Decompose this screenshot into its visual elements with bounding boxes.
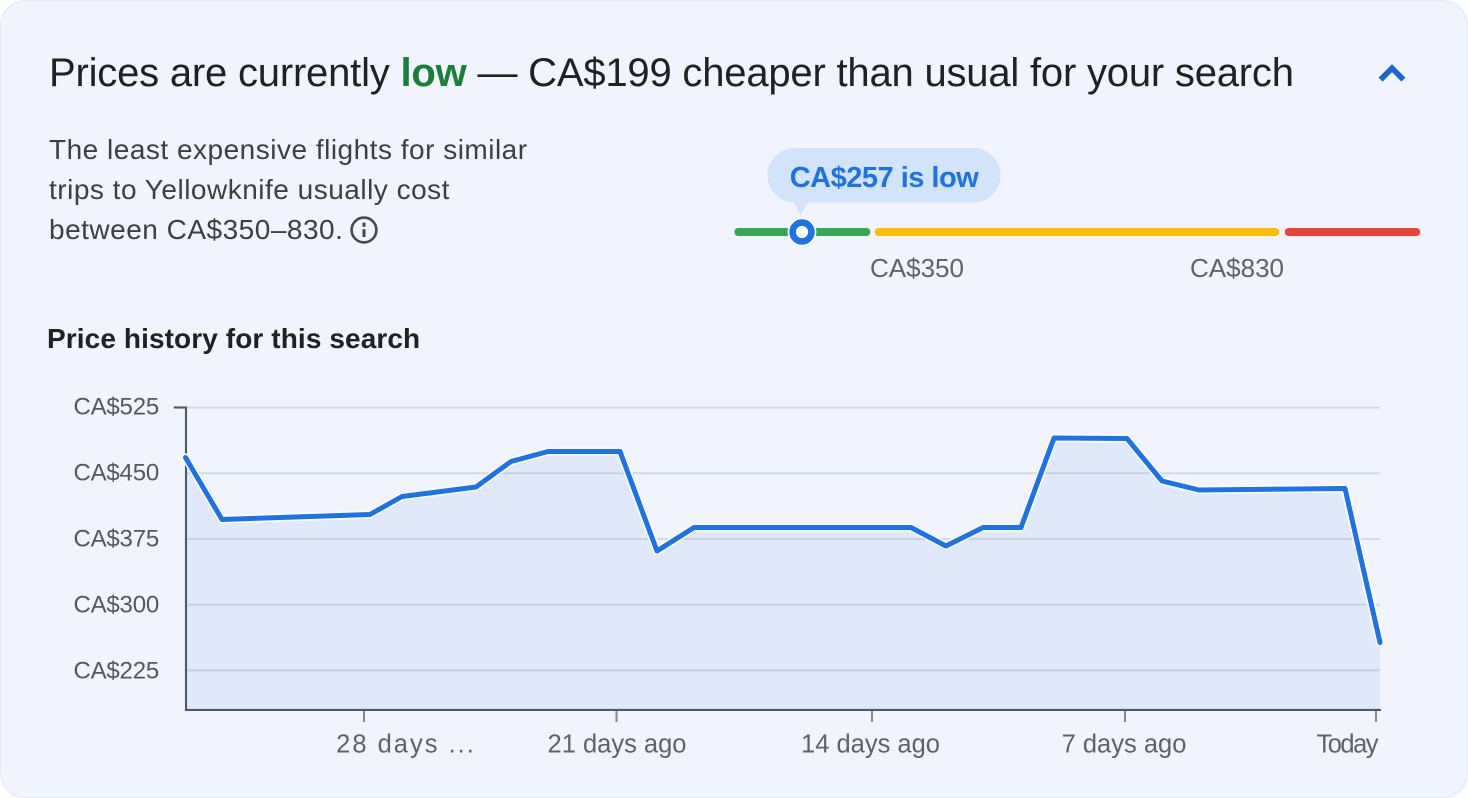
svg-text:7 days ago: 7 days ago (1062, 731, 1187, 759)
svg-text:CA$830: CA$830 (1190, 253, 1284, 283)
svg-text:CA$225: CA$225 (73, 658, 159, 685)
svg-text:CA$375: CA$375 (73, 526, 159, 553)
svg-text:CA$525: CA$525 (73, 394, 159, 421)
svg-text:CA$257 is low: CA$257 is low (790, 162, 979, 194)
svg-text:14 days ago: 14 days ago (801, 731, 940, 759)
svg-text:Today: Today (1316, 731, 1378, 759)
svg-text:21 days ago: 21 days ago (548, 731, 687, 759)
svg-text:CA$300: CA$300 (73, 592, 159, 619)
svg-text:CA$350: CA$350 (870, 253, 964, 283)
svg-text:CA$450: CA$450 (73, 460, 159, 487)
svg-text:28 days ...: 28 days ... (336, 731, 476, 759)
